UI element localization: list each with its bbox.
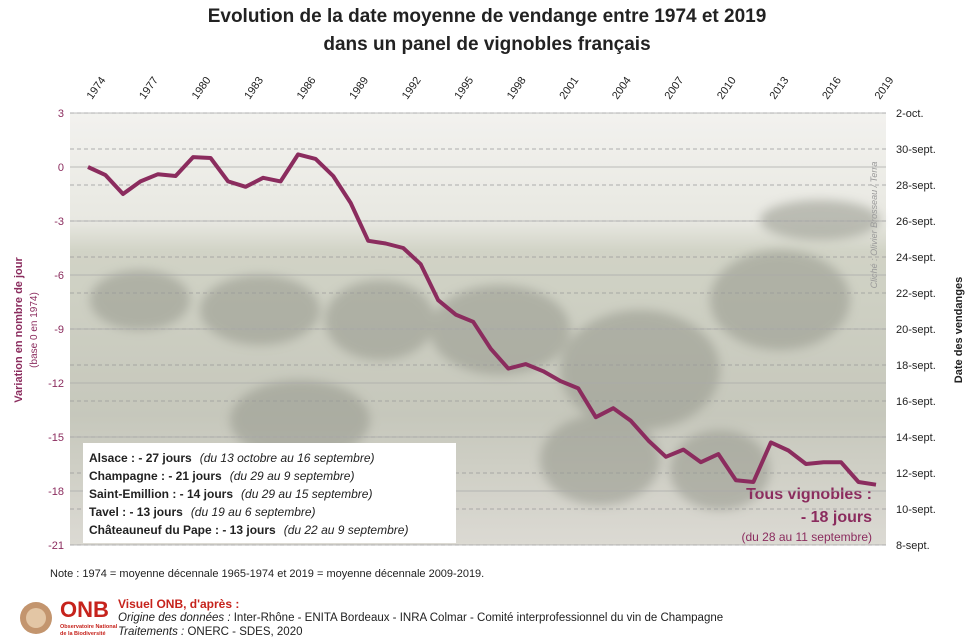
overall-value: - 18 jours — [801, 509, 872, 526]
y2-axis-title: Date des vendanges — [953, 277, 965, 383]
y2-tick-label: 10-sept. — [896, 504, 936, 516]
vineyard-detail: (du 22 au 9 septembre) — [284, 523, 409, 537]
vineyard-row: Champagne : - 21 jours (du 29 au 9 septem… — [89, 469, 354, 483]
footer-processing: Traitements : ONERC - SDES, 2020 — [118, 626, 303, 638]
y2-tick-label: 26-sept. — [896, 216, 936, 228]
y-tick-label: 3 — [58, 108, 64, 120]
y2-tick-label: 28-sept. — [896, 180, 936, 192]
vineyard-detail: (du 29 au 15 septembre) — [241, 487, 372, 501]
y2-tick-label: 22-sept. — [896, 288, 936, 300]
y-tick-label: -18 — [48, 486, 64, 498]
y-tick-label: -15 — [48, 432, 64, 444]
vineyard-summary: Saint-Emillion : - 14 jours — [89, 487, 233, 501]
overall-detail: (du 28 au 11 septembre) — [741, 530, 872, 544]
x-tick-label: 1995 — [452, 75, 476, 102]
vineyard-row: Châteauneuf du Pape : - 13 jours (du 22 a… — [89, 523, 408, 537]
x-tick-label: 1992 — [400, 75, 424, 102]
footer-processing-label: Traitements : — [118, 626, 184, 638]
vineyard-detail: (du 13 octobre au 16 septembre) — [200, 451, 375, 465]
y2-tick-label: 2-oct. — [896, 108, 924, 120]
y-tick-label: -3 — [54, 216, 64, 228]
x-tick-label: 2019 — [873, 75, 897, 102]
y-tick-label: -21 — [48, 540, 64, 552]
x-tick-label: 2010 — [715, 75, 739, 102]
logo-text: ONB — [60, 597, 109, 622]
x-tick-label: 1989 — [347, 75, 371, 102]
x-tick-label: 1977 — [137, 75, 161, 102]
footer-origin-text: Inter-Rhône - ENITA Bordeaux - INRA Colm… — [234, 612, 723, 624]
x-tick-label: 2016 — [820, 75, 844, 102]
vineyard-summary: Tavel : - 13 jours — [89, 505, 183, 519]
y2-tick-label: 12-sept. — [896, 468, 936, 480]
logo-subtitle: de la Biodiversité — [60, 631, 106, 637]
x-tick-label: 1974 — [85, 75, 109, 102]
y-tick-label: -9 — [54, 324, 64, 336]
y-tick-label: -12 — [48, 378, 64, 390]
y2-tick-label: 16-sept. — [896, 396, 936, 408]
vineyard-row: Saint-Emillion : - 14 jours (du 29 au 15 … — [89, 487, 372, 501]
y-axis-subtitle: (base 0 en 1974) — [29, 292, 40, 368]
y2-tick-label: 24-sept. — [896, 252, 936, 264]
footer-processing-text: ONERC - SDES, 2020 — [187, 626, 302, 638]
y2-tick-label: 14-sept. — [896, 432, 936, 444]
logo — [20, 602, 52, 634]
y2-tick-label: 8-sept. — [896, 540, 930, 552]
footer-origin-label: Origine des données : — [118, 612, 231, 624]
footer-origin: Origine des données : Inter-Rhône - ENIT… — [118, 612, 723, 624]
y2-tick-label: 30-sept. — [896, 144, 936, 156]
x-tick-label: 1998 — [505, 75, 529, 102]
vineyard-row: Tavel : - 13 jours (du 19 au 6 septembre) — [89, 505, 316, 519]
x-tick-label: 1986 — [295, 75, 319, 102]
y-tick-label: -6 — [54, 270, 64, 282]
y2-tick-label: 20-sept. — [896, 324, 936, 336]
x-tick-label: 2001 — [557, 75, 581, 102]
logo-subtitle: Observatoire National — [60, 624, 118, 630]
photo-credit: Cliché : Olivier Brosseau / Terra — [869, 162, 879, 289]
x-tick-label: 2013 — [768, 75, 792, 102]
chart-title: dans un panel de vignobles français — [323, 34, 650, 55]
chart-title: Evolution de la date moyenne de vendange… — [208, 6, 767, 27]
x-tick-label: 1980 — [190, 75, 214, 102]
vineyard-summary: Châteauneuf du Pape : - 13 jours — [89, 523, 276, 537]
vineyard-detail: (du 29 au 9 septembre) — [230, 469, 355, 483]
y-tick-label: 0 — [58, 162, 64, 174]
y2-tick-label: 18-sept. — [896, 360, 936, 372]
y-axis-title: Variation en nombre de jour — [13, 257, 25, 403]
x-tick-label: 2007 — [662, 75, 686, 102]
x-tick-label: 2004 — [610, 75, 634, 102]
x-tick-label: 1983 — [242, 75, 266, 102]
vineyard-summary: Alsace : - 27 jours — [89, 451, 192, 465]
note: Note : 1974 = moyenne décennale 1965-197… — [50, 568, 484, 580]
footer-credit: Visuel ONB, d'après : — [118, 597, 239, 611]
legend-box — [83, 443, 456, 543]
vineyard-detail: (du 19 au 6 septembre) — [191, 505, 316, 519]
overall-label: Tous vignobles : — [746, 486, 872, 503]
data-line — [87, 152, 877, 487]
vineyard-row: Alsace : - 27 jours (du 13 octobre au 16 … — [89, 451, 375, 465]
vineyard-summary: Champagne : - 21 jours — [89, 469, 222, 483]
